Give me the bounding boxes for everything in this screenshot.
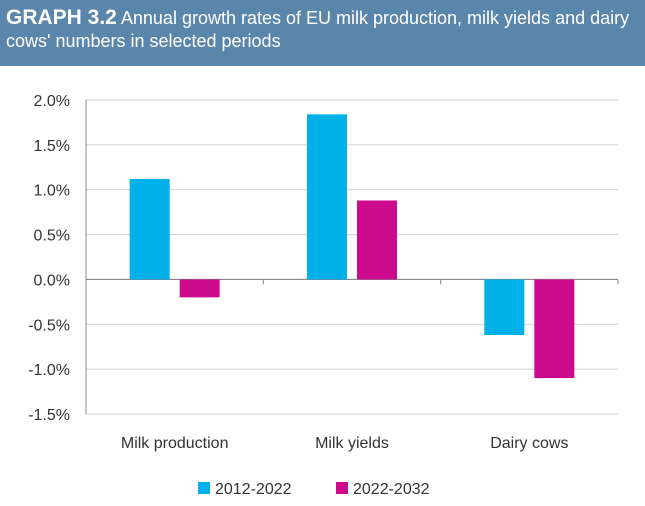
y-tick-label: -1.0%	[28, 362, 70, 379]
legend-swatch	[336, 482, 348, 494]
y-tick-label: 1.0%	[34, 183, 70, 200]
y-tick-label: 2.0%	[34, 93, 70, 110]
y-tick-label: 0.5%	[34, 228, 70, 245]
bar	[534, 279, 575, 379]
legend-label: 2012-2022	[215, 481, 292, 498]
x-category-label: Dairy cows	[490, 435, 568, 452]
y-tick-label: -0.5%	[28, 317, 70, 334]
x-category-label: Milk yields	[315, 435, 389, 452]
bar	[179, 279, 220, 298]
y-tick-label: -1.5%	[28, 407, 70, 424]
bar	[307, 114, 347, 280]
bar-chart: 2.0% 1.5% 1.0% 0.5% 0.0% -0.5% -1.0% -1.5% Milk …	[28, 93, 619, 498]
y-tick-label: 1.5%	[34, 138, 70, 155]
x-category-label: Milk production	[121, 435, 229, 452]
legend-swatch	[198, 482, 210, 494]
legend-label: 2022-2032	[353, 481, 430, 498]
graph-number: GRAPH 3.2	[6, 6, 117, 29]
bar	[129, 178, 170, 280]
y-tick-label: 0.0%	[34, 272, 70, 289]
chart-header: GRAPH 3.2 Annual growth rates of EU milk…	[0, 0, 645, 66]
bar	[484, 279, 525, 336]
bar	[357, 200, 397, 280]
chart-title: Annual growth rates of EU milk productio…	[6, 8, 630, 51]
